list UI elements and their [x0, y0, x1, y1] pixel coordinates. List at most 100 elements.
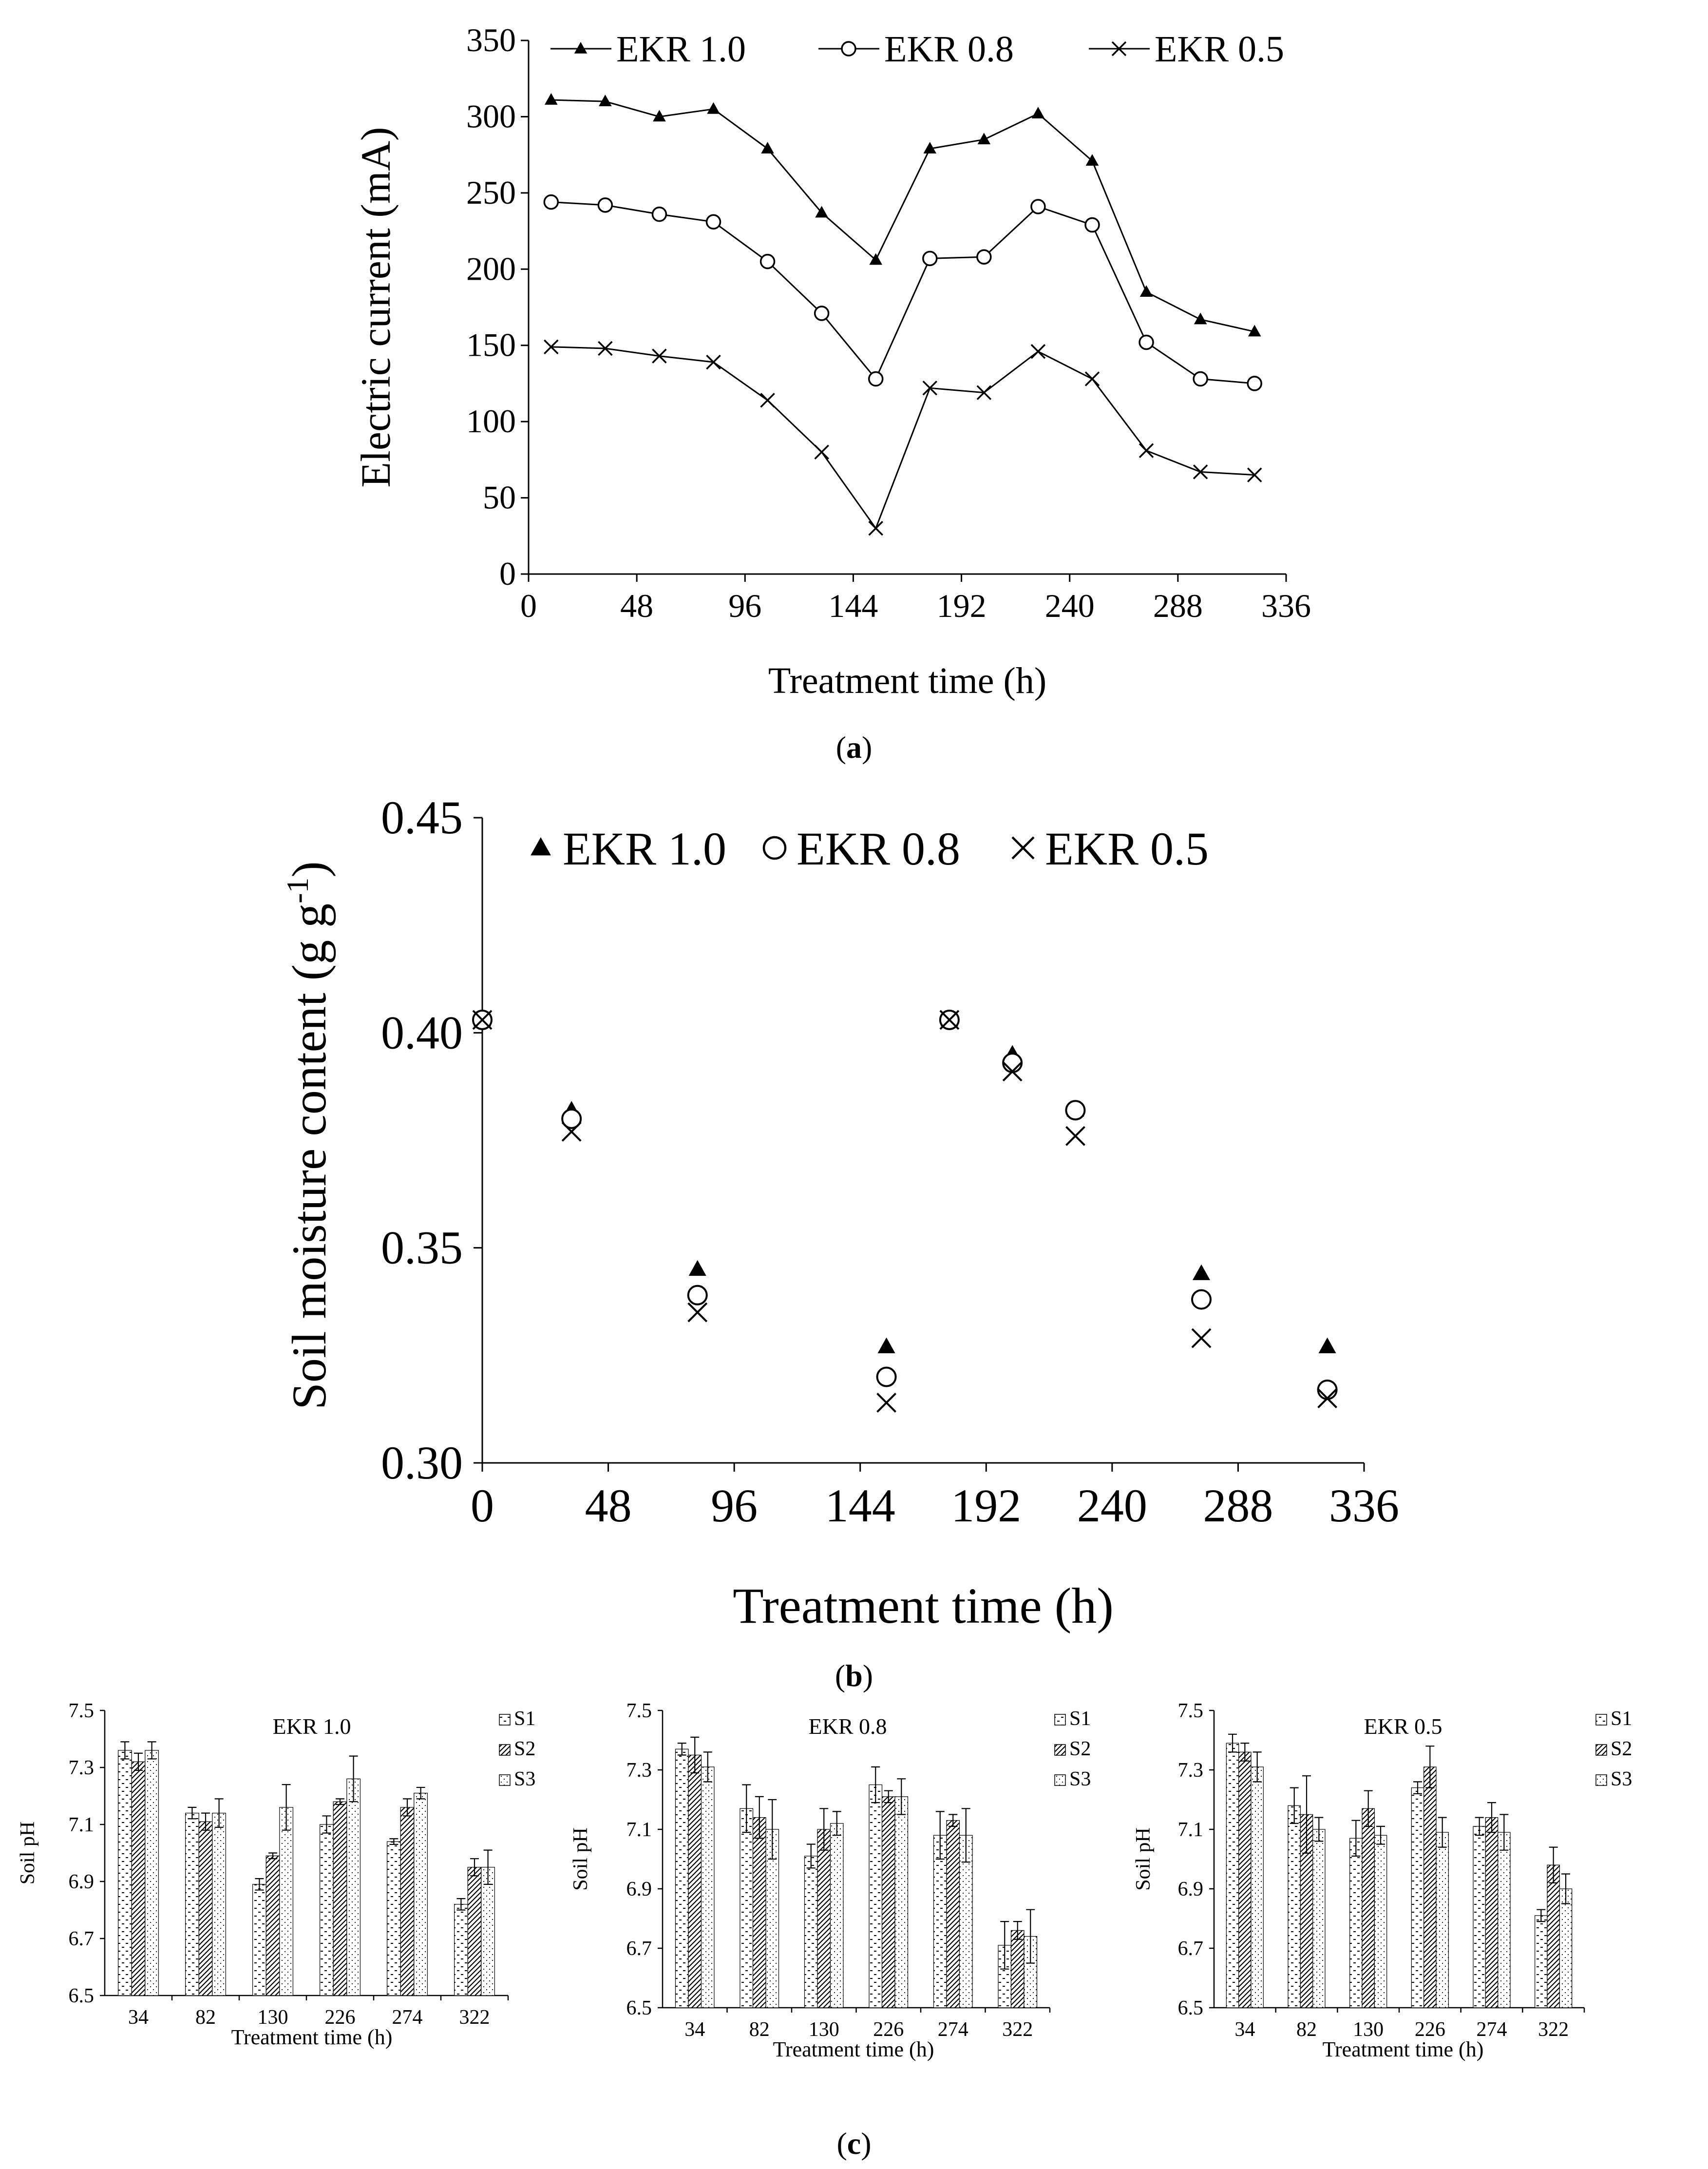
panel-c3-y-tick-label: 6.9 — [1178, 1878, 1204, 1900]
panel-b-point-s3 — [1065, 1126, 1085, 1146]
panel-c1-x-tick-label: 82 — [195, 2006, 216, 2029]
panel-a-y-tick-label: 100 — [466, 403, 516, 440]
panel-c2-legend-label: S3 — [1069, 1768, 1091, 1790]
panel-c1-y-tick-label: 7.1 — [69, 1814, 95, 1836]
panel-c3-error-bar — [1537, 1909, 1546, 1922]
panel-a-series-line-2 — [551, 201, 1255, 384]
panel-a-y-tick-label: 50 — [483, 479, 516, 516]
panel-a-point-s2 — [1030, 199, 1046, 214]
panel-c2-legend-label: S2 — [1069, 1738, 1091, 1760]
panel-c1-legend-label: S3 — [514, 1768, 535, 1790]
panel-c3-title: EKR 0.5 — [1364, 1714, 1442, 1739]
panel-c1-bar-s1 — [252, 1884, 266, 1996]
panel-a-point-s3 — [1139, 443, 1154, 458]
panel-b-point-s3 — [561, 1121, 582, 1142]
panel-b-soil-moisture-chart: 0.30 0.35 0.40 0.45 0 48 96 144 192 240 288 336 Trea… — [280, 791, 1399, 1634]
panel-c1-error-bar — [322, 1815, 331, 1834]
panel-a-x-tick-label: 240 — [1045, 587, 1095, 624]
panel-c3-bar-s2 — [1300, 1814, 1313, 2008]
panel-c3-x-tick-label: 34 — [1234, 2018, 1255, 2041]
panel-a-point-s3 — [1030, 344, 1046, 359]
panel-c3-legend-swatch — [1595, 1744, 1607, 1756]
panel-a-point-s2 — [705, 214, 721, 230]
panel-c2-error-bar — [1013, 1921, 1022, 1940]
panel-c-ekr-0-5-bar-chart: 6.5 6.7 6.9 7.1 7.3 7.5 34 82 130 226 274 322 EKR 0.… — [1132, 1700, 1632, 2061]
panel-a-point-s2 — [1193, 371, 1208, 387]
panel-c2-legend-swatch — [1054, 1744, 1066, 1756]
panel-c2-y-tick-label: 7.3 — [626, 1759, 652, 1782]
panel-c1-legend-label: S2 — [514, 1738, 535, 1760]
panel-c3-y-tick-label: 6.5 — [1178, 1997, 1204, 2019]
panel-b-point-s1 — [688, 1260, 706, 1276]
panel-c3-legend-swatch — [1595, 1714, 1607, 1726]
panel-c1-x-tick-label: 226 — [325, 2006, 356, 2029]
panel-c3-bar-s1 — [1535, 1915, 1548, 2008]
panel-c3-error-bar — [1351, 1820, 1361, 1857]
panel-a-point-s3 — [652, 348, 667, 364]
panel-b-point-s3 — [876, 1393, 896, 1413]
panel-c2-error-bar — [884, 1790, 893, 1804]
panel-c2-y-axis-label: Soil pH — [569, 1827, 592, 1891]
panel-a-point-s1 — [869, 253, 883, 265]
panel-c1-error-bar — [416, 1786, 425, 1800]
panel-a-point-s2 — [1139, 334, 1154, 350]
panel-a-legend-marker — [574, 42, 588, 54]
panel-b-x-axis-label: Treatment time (h) — [733, 1578, 1114, 1634]
panel-c1-bar-s2 — [467, 1867, 482, 1996]
panel-c2-bar-s3 — [894, 1796, 909, 2008]
panel-c3-x-tick-label: 130 — [1353, 2018, 1384, 2041]
panel-a-point-s1 — [1139, 285, 1153, 297]
panel-a-point-s1 — [1194, 312, 1207, 325]
panel-c1-x-tick-label: 274 — [392, 2006, 423, 2029]
panel-a-point-s2 — [543, 194, 559, 210]
panel-c2-error-bar — [961, 1808, 970, 1863]
panel-a-legend-label: EKR 1.0 — [616, 29, 746, 70]
panel-c2-x-tick-label: 322 — [1002, 2018, 1033, 2041]
panel-c1-legend-swatch — [499, 1774, 511, 1786]
panel-a-electric-current-chart: 0 50 100 150 200 250 300 350 0 48 96 144 192 240 288 33… — [352, 21, 1311, 701]
panel-c2-bar-s1 — [933, 1835, 947, 2008]
panel-c3-legend-swatch — [1595, 1774, 1607, 1786]
panel-c1-bar-s2 — [131, 1761, 146, 1996]
panel-a-point-s2 — [597, 197, 613, 213]
panel-c3-error-bar — [1364, 1790, 1373, 1827]
panel-c3-x-axis-label: Treatment time (h) — [1323, 2037, 1484, 2061]
panel-a-point-s3 — [868, 520, 883, 536]
panel-c1-y-axis-label: Soil pH — [17, 1822, 39, 1885]
panel-b-y-tick-label: 0.35 — [381, 1222, 463, 1274]
panel-c1-bar-s2 — [266, 1855, 280, 1996]
panel-c3-error-bar — [1475, 1817, 1484, 1836]
panel-a-point-s1 — [1085, 154, 1099, 166]
panel-a-point-s3 — [1247, 467, 1262, 482]
panel-c1-bar-s1 — [386, 1841, 401, 1996]
panel-c2-legend-swatch — [1054, 1774, 1066, 1786]
panel-c2-bar-s3 — [959, 1835, 973, 2008]
panel-c1-error-bar — [201, 1812, 210, 1831]
panel-c1-legend-swatch — [499, 1714, 511, 1726]
panel-a-point-s3 — [760, 393, 775, 408]
panel-c2-y-tick-label: 7.1 — [626, 1819, 652, 1841]
panel-b-y-tick-label: 0.45 — [381, 791, 463, 844]
panel-a-point-s1 — [544, 93, 558, 105]
panel-c1-error-bar — [336, 1798, 344, 1805]
panel-c3-bar-s2 — [1362, 1808, 1375, 2008]
panel-c1-error-bar — [483, 1849, 493, 1885]
panel-c3-bar-s3 — [1559, 1888, 1573, 2008]
panel-b-legend-marker — [762, 836, 787, 860]
panel-a-point-s3 — [544, 339, 559, 355]
panel-c1-error-bar — [456, 1898, 466, 1911]
panel-c3-error-bar — [1438, 1817, 1447, 1848]
panel-a-series-line-3 — [551, 346, 1255, 530]
panel-b-legend-label: EKR 0.5 — [1045, 823, 1209, 875]
panel-c2-bar-s2 — [817, 1829, 831, 2008]
panel-a-point-s2 — [976, 249, 992, 265]
panel-c1-bar-s1 — [185, 1813, 199, 1996]
panel-c3-error-bar — [1253, 1751, 1262, 1783]
panel-c1-bar-s3 — [414, 1793, 428, 1996]
panel-c1-error-bar — [349, 1755, 358, 1803]
panel-c3-bar-s1 — [1349, 1838, 1363, 2008]
panel-c3-legend-label: S1 — [1611, 1708, 1632, 1730]
panel-c3-error-bar — [1549, 1846, 1558, 1883]
panel-c3-bar-s1 — [1226, 1743, 1239, 2008]
